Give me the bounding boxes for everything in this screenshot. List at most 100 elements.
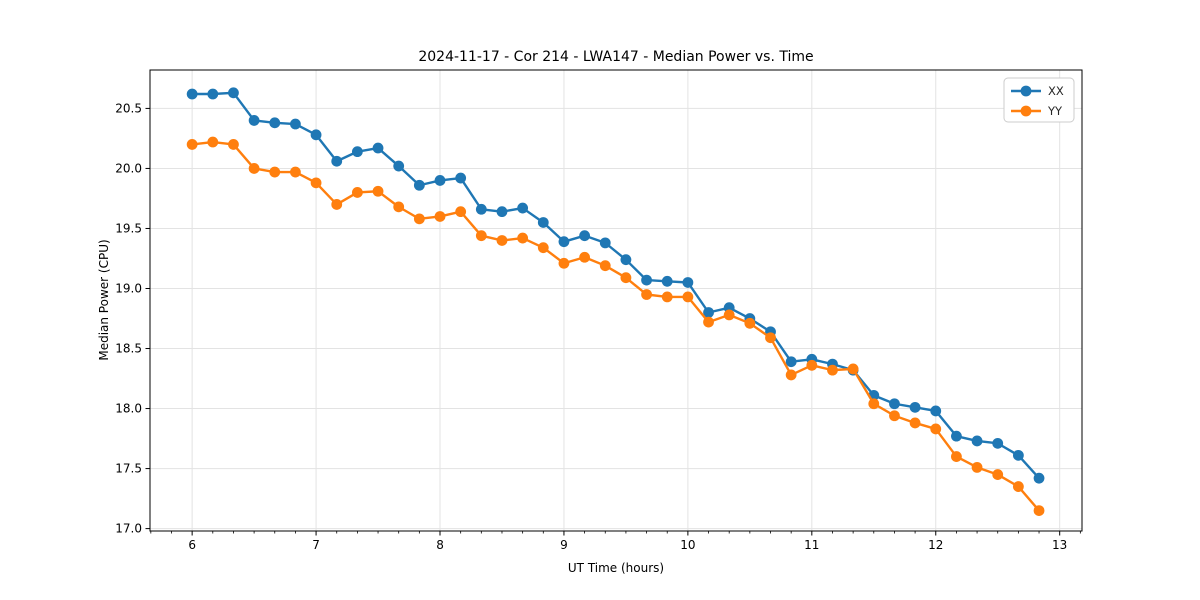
y-tick-label: 20.0	[115, 161, 142, 175]
legend-label-YY: YY	[1047, 104, 1063, 118]
series-marker-YY	[228, 139, 239, 150]
series-marker-XX	[517, 202, 529, 214]
legend-label-XX: XX	[1048, 84, 1064, 98]
series-line-YY	[190, 140, 1041, 512]
x-tick-label: 9	[560, 538, 568, 552]
x-tick-label: 10	[680, 538, 695, 552]
y-tick-label: 20.5	[115, 101, 142, 115]
series-marker-YY	[1012, 481, 1024, 492]
series-marker-YY	[1033, 505, 1045, 516]
axes-spines	[149, 69, 1083, 532]
series-marker-XX	[579, 230, 591, 242]
series-marker-YY	[868, 398, 880, 410]
series-marker-YY	[661, 291, 673, 303]
series-marker-YY	[620, 272, 632, 284]
series-marker-XX	[269, 117, 281, 129]
series-marker-XX	[393, 160, 405, 172]
series-marker-YY	[806, 359, 818, 371]
y-tick-label: 18.5	[115, 342, 142, 356]
series-marker-YY	[310, 177, 322, 189]
series-marker-XX	[909, 401, 921, 413]
series-marker-XX	[331, 155, 343, 167]
series-marker-YY	[517, 232, 529, 244]
series-marker-YY	[351, 187, 363, 198]
chart-title: 2024-11-17 - Cor 214 - LWA147 - Median P…	[418, 49, 814, 65]
series-marker-YY	[290, 166, 301, 178]
series-marker-YY	[827, 364, 838, 376]
series-marker-XX	[207, 88, 219, 100]
series-marker-YY	[765, 332, 776, 344]
series-marker-YY	[723, 309, 735, 321]
x-tick-label: 6	[188, 538, 196, 552]
series-marker-YY	[207, 136, 219, 148]
y-tick-label: 18.0	[115, 402, 142, 416]
series-marker-YY	[930, 423, 942, 435]
series-marker-XX	[434, 175, 446, 186]
series-marker-XX	[186, 88, 198, 100]
series-marker-YY	[434, 211, 446, 222]
series-marker-XX	[290, 118, 301, 130]
x-tick-label: 8	[436, 538, 444, 552]
series-marker-XX	[558, 236, 570, 248]
series-marker-YY	[372, 185, 384, 197]
series-marker-YY	[186, 139, 198, 150]
series-marker-YY	[682, 291, 694, 303]
series-marker-XX	[703, 307, 714, 318]
y-tick-label: 17.0	[115, 522, 142, 536]
series-marker-XX	[1033, 472, 1045, 484]
series-marker-YY	[248, 163, 260, 174]
x-tick-label: 12	[928, 538, 943, 552]
series-marker-XX	[310, 129, 322, 141]
series-marker-XX	[682, 277, 694, 288]
series-marker-XX	[992, 437, 1004, 449]
legend-marker-YY	[1020, 105, 1032, 117]
series-marker-XX	[372, 142, 384, 154]
series-marker-XX	[620, 254, 632, 266]
y-tick-label: 19.5	[115, 221, 142, 235]
x-tick-label: 13	[1052, 538, 1067, 552]
series-marker-YY	[599, 260, 611, 272]
x-tick-label: 11	[804, 538, 819, 552]
series-marker-YY	[455, 206, 467, 218]
series-marker-XX	[661, 275, 673, 287]
series-marker-XX	[228, 87, 239, 99]
series-marker-YY	[413, 213, 425, 225]
series-marker-YY	[475, 230, 487, 242]
series-marker-XX	[351, 146, 363, 158]
series-marker-YY	[744, 317, 756, 329]
series-marker-XX	[971, 435, 983, 447]
series-marker-XX	[951, 430, 962, 442]
series-marker-XX	[1012, 449, 1024, 461]
x-tick-label: 7	[312, 538, 320, 552]
x-axis-label: UT Time (hours)	[567, 561, 665, 575]
series-marker-XX	[537, 217, 549, 228]
series-marker-XX	[248, 115, 260, 126]
series-marker-XX	[475, 203, 487, 215]
series-marker-YY	[558, 257, 570, 269]
series-marker-YY	[393, 201, 405, 213]
series-marker-YY	[269, 166, 281, 178]
series-marker-XX	[455, 172, 467, 184]
series-marker-YY	[496, 235, 508, 246]
series-marker-XX	[785, 356, 797, 368]
series-marker-XX	[496, 206, 508, 218]
y-tick-label: 17.5	[115, 462, 142, 476]
legend-marker-XX	[1020, 85, 1032, 97]
series-marker-YY	[971, 461, 983, 473]
series-marker-YY	[331, 199, 343, 210]
series-marker-XX	[930, 405, 942, 417]
series-marker-YY	[992, 469, 1004, 480]
series-marker-YY	[641, 289, 652, 300]
series-marker-YY	[537, 242, 549, 254]
series-marker-XX	[641, 274, 652, 286]
y-tick-label: 19.0	[115, 281, 142, 295]
series-marker-YY	[785, 369, 797, 381]
series-marker-YY	[889, 410, 900, 422]
series-marker-YY	[951, 451, 962, 462]
series-marker-YY	[847, 363, 859, 375]
series-marker-YY	[579, 251, 591, 263]
series-marker-XX	[889, 398, 900, 410]
series-marker-YY	[909, 417, 921, 429]
